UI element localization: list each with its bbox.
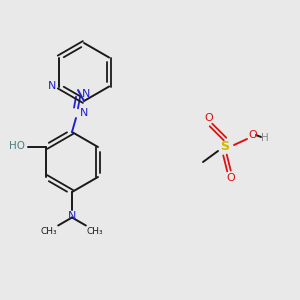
Text: CH₃: CH₃ bbox=[40, 226, 57, 236]
Text: HO: HO bbox=[9, 141, 25, 151]
Text: CH₃: CH₃ bbox=[87, 226, 104, 236]
Text: N: N bbox=[68, 211, 76, 221]
Text: O: O bbox=[226, 173, 236, 183]
Text: H: H bbox=[261, 133, 269, 143]
Text: N: N bbox=[80, 108, 88, 118]
Text: S: S bbox=[220, 140, 230, 154]
Text: O: O bbox=[205, 113, 213, 123]
Text: O: O bbox=[249, 130, 257, 140]
Text: N: N bbox=[47, 80, 56, 91]
Text: N: N bbox=[82, 89, 90, 99]
